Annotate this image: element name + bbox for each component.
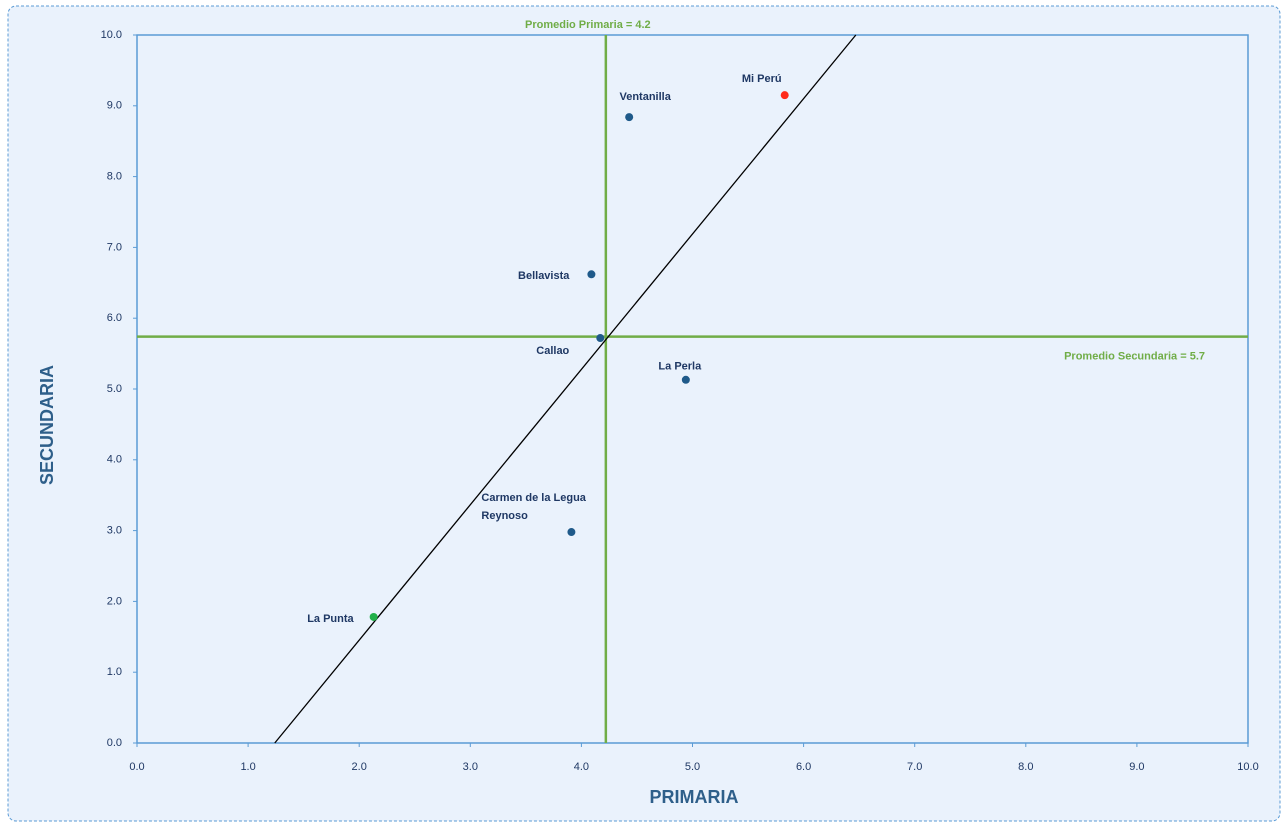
trendline — [274, 34, 857, 744]
point-label: Carmen de la Legua — [481, 492, 586, 504]
x-tick-label: 1.0 — [240, 761, 255, 773]
x-tick-label: 4.0 — [574, 761, 589, 773]
point-label: Reynoso — [481, 510, 528, 522]
y-tick-label: 9.0 — [107, 100, 122, 112]
x-tick-label: 3.0 — [463, 761, 478, 773]
x-tick-label: 8.0 — [1018, 761, 1033, 773]
x-tick-label: 7.0 — [907, 761, 922, 773]
point — [596, 334, 605, 343]
point-label: Mi Perú — [742, 73, 782, 85]
point — [780, 91, 789, 100]
y-tick-label: 0.0 — [107, 737, 122, 749]
point — [587, 270, 596, 279]
y-tick-label: 1.0 — [107, 666, 122, 678]
y-tick-label: 8.0 — [107, 171, 122, 183]
point — [369, 612, 378, 621]
point — [681, 375, 690, 384]
y-tick-label: 2.0 — [107, 595, 122, 607]
point-label: La Punta — [307, 613, 354, 625]
point — [625, 113, 634, 122]
y-tick-label: 4.0 — [107, 454, 122, 466]
x-tick-label: 0.0 — [129, 761, 144, 773]
y-axis-title: SECUNDARIA — [37, 365, 57, 485]
y-tick-label: 7.0 — [107, 241, 122, 253]
plot-area — [136, 34, 1249, 744]
reference-label: Promedio Secundaria = 5.7 — [1064, 351, 1205, 363]
x-tick-label: 9.0 — [1129, 761, 1144, 773]
point-label: La Perla — [658, 361, 702, 373]
reference-label: Promedio Primaria = 4.2 — [525, 19, 651, 31]
point — [567, 528, 576, 537]
x-tick-label: 5.0 — [685, 761, 700, 773]
x-axis-title: PRIMARIA — [650, 787, 739, 807]
y-tick-label: 10.0 — [101, 29, 122, 41]
y-tick-label: 5.0 — [107, 383, 122, 395]
y-tick-label: 6.0 — [107, 312, 122, 324]
point-label: Ventanilla — [619, 91, 671, 103]
x-tick-label: 6.0 — [796, 761, 811, 773]
y-tick-label: 3.0 — [107, 525, 122, 537]
x-tick-label: 10.0 — [1237, 761, 1258, 773]
point-label: Callao — [536, 345, 569, 357]
point-label: Bellavista — [518, 270, 570, 282]
x-tick-label: 2.0 — [352, 761, 367, 773]
